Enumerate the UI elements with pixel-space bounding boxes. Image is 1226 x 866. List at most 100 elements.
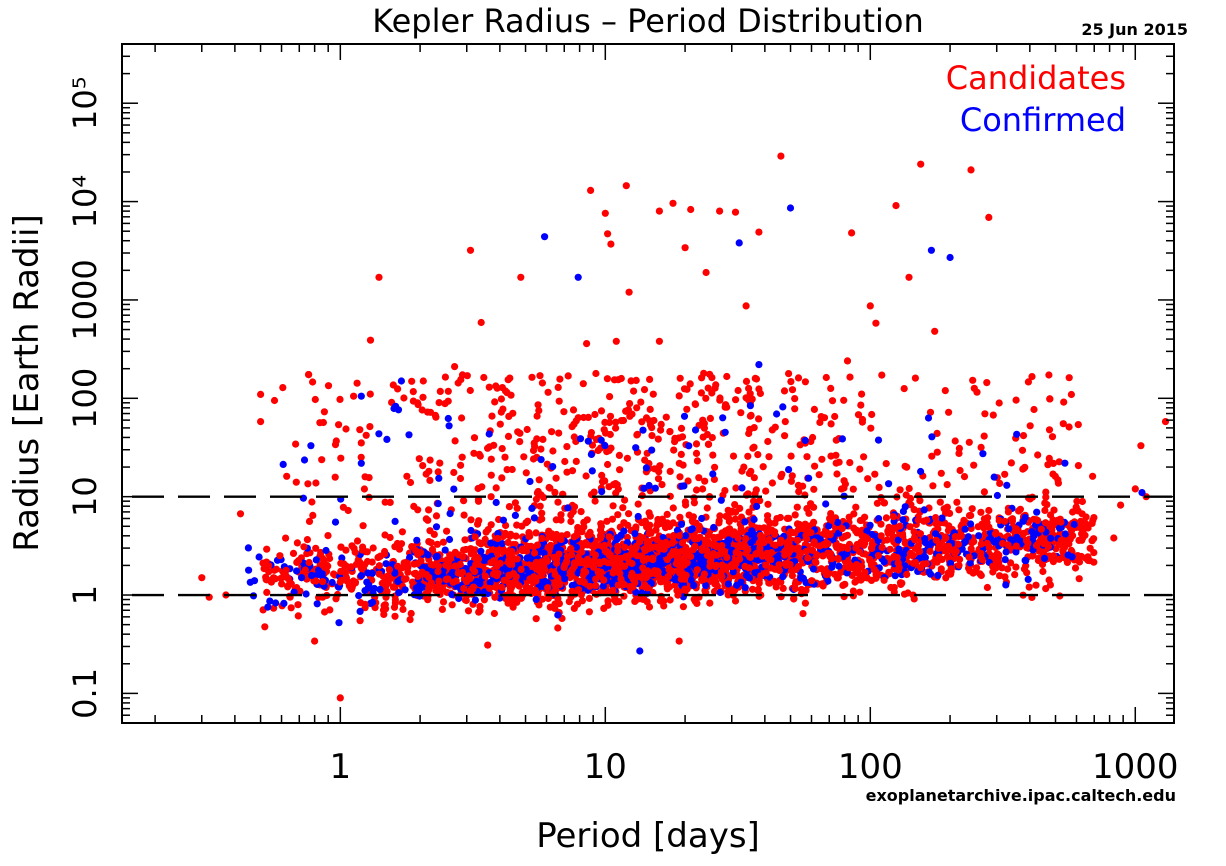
candidate-point <box>592 369 600 378</box>
candidate-point <box>674 560 682 568</box>
candidate-point <box>809 546 817 555</box>
candidate-point <box>319 418 327 427</box>
candidate-point <box>390 603 399 611</box>
candidate-point <box>692 440 701 448</box>
candidate-point <box>609 502 617 510</box>
candidate-point <box>741 562 749 571</box>
candidate-point <box>857 538 865 546</box>
candidate-point <box>803 505 811 513</box>
candidate-point <box>778 470 786 478</box>
confirmed-point <box>863 527 871 535</box>
candidate-point <box>457 461 465 469</box>
candidate-point <box>674 591 682 599</box>
candidate-point <box>722 401 730 409</box>
candidate-point <box>791 511 799 519</box>
candidate-point <box>1078 536 1086 544</box>
candidate-point <box>351 578 359 586</box>
candidate-point <box>594 446 602 455</box>
candidate-point <box>432 413 440 421</box>
candidate-point <box>309 378 317 386</box>
x-tick-label: 1 <box>330 747 352 787</box>
confirmed-point <box>737 578 745 586</box>
candidate-point <box>835 458 843 466</box>
candidate-point <box>713 542 721 550</box>
candidate-point <box>928 452 936 460</box>
candidate-point <box>312 577 320 585</box>
confirmed-point <box>710 523 718 532</box>
candidate-point <box>380 601 388 610</box>
candidate-point <box>621 496 629 504</box>
candidate-point <box>896 486 904 494</box>
candidate-point <box>1137 442 1145 450</box>
candidate-point <box>906 549 915 557</box>
candidate-point <box>848 229 856 237</box>
candidate-point <box>465 572 473 580</box>
confirmed-point <box>601 442 609 450</box>
candidate-point <box>840 477 848 485</box>
candidate-point <box>837 485 846 493</box>
confirmed-point <box>355 592 363 600</box>
candidate-point <box>403 472 411 480</box>
candidate-point <box>414 401 422 409</box>
confirmed-point <box>717 496 725 504</box>
candidate-point <box>845 564 853 572</box>
confirmed-point <box>366 599 375 608</box>
confirmed-point <box>588 467 596 475</box>
candidate-point <box>332 595 340 603</box>
candidate-point <box>292 440 300 448</box>
candidate-point <box>1008 517 1017 525</box>
candidate-point <box>708 374 716 382</box>
candidate-point <box>742 535 750 543</box>
confirmed-point <box>537 456 545 464</box>
candidate-point <box>695 474 703 482</box>
candidate-point <box>1024 539 1032 547</box>
candidate-point <box>309 511 317 519</box>
candidate-point <box>1021 463 1029 471</box>
candidate-point <box>507 530 515 539</box>
confirmed-point <box>335 619 343 627</box>
candidate-point <box>742 377 751 385</box>
confirmed-point <box>528 504 536 512</box>
confirmed-point <box>979 450 987 458</box>
candidate-point <box>1004 508 1013 516</box>
legend-confirmed: Confirmed <box>959 101 1126 139</box>
candidate-point <box>1082 513 1090 521</box>
candidate-point <box>768 479 777 487</box>
candidate-point <box>582 472 590 480</box>
candidate-point <box>857 573 865 581</box>
candidate-point <box>645 529 653 538</box>
candidate-point <box>475 450 483 458</box>
candidate-point <box>682 545 690 553</box>
candidate-point <box>362 431 370 439</box>
candidate-point <box>504 432 513 440</box>
confirmed-point <box>1028 528 1036 536</box>
candidate-point <box>871 470 879 478</box>
x-axis-label: Period [days] <box>536 816 760 856</box>
confirmed-point <box>698 514 706 523</box>
candidate-point <box>663 585 672 593</box>
confirmed-point <box>511 511 519 519</box>
candidate-point <box>418 406 426 414</box>
candidate-point <box>841 532 849 541</box>
candidate-point <box>933 448 941 456</box>
candidate-point <box>598 471 606 479</box>
candidate-point <box>523 425 531 434</box>
candidate-point <box>548 533 556 542</box>
confirmed-point <box>492 498 500 507</box>
confirmed-point <box>1013 430 1021 438</box>
candidate-point <box>583 516 591 524</box>
candidate-point <box>485 383 493 391</box>
candidate-point <box>917 160 925 168</box>
candidate-point <box>516 438 524 446</box>
candidate-point <box>765 453 773 461</box>
candidate-point <box>395 545 404 553</box>
confirmed-point <box>406 553 414 562</box>
candidate-point <box>488 412 496 420</box>
candidate-point <box>965 553 973 561</box>
candidate-point <box>744 452 752 460</box>
candidate-point <box>937 469 945 477</box>
candidate-point <box>878 543 886 552</box>
candidate-point <box>427 579 435 587</box>
candidate-point <box>787 378 795 386</box>
candidate-point <box>937 565 945 573</box>
